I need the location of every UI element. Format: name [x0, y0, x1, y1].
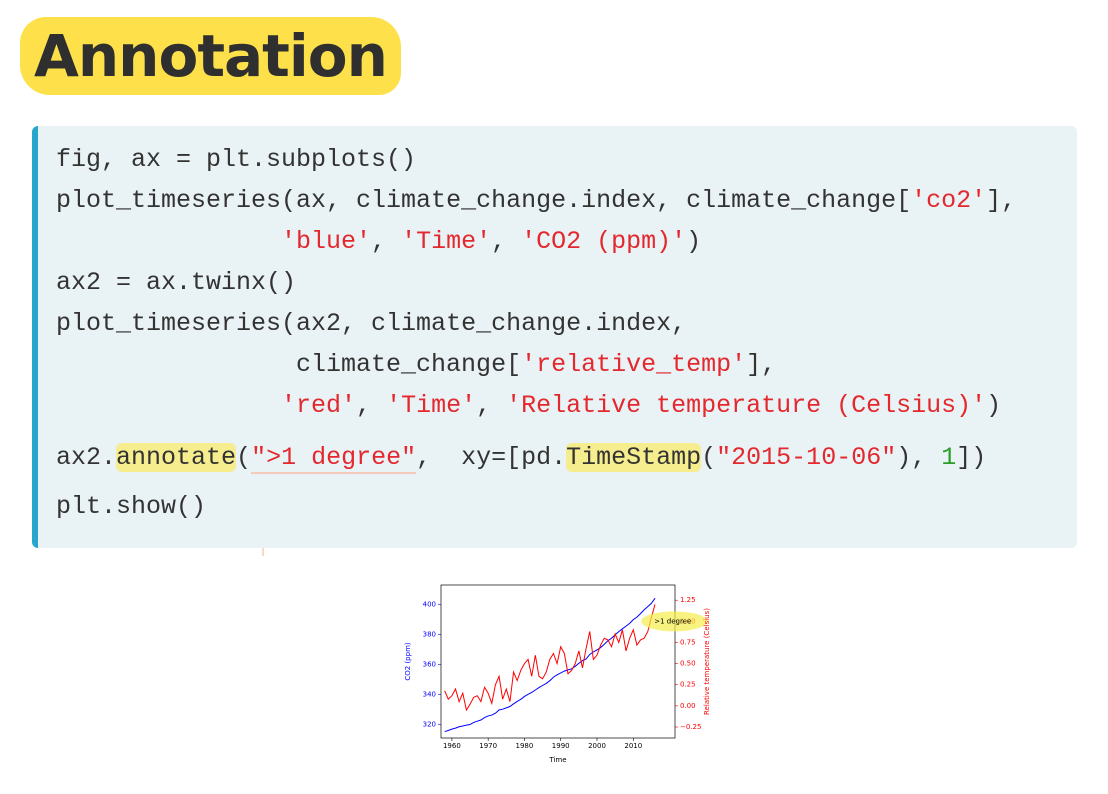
code-line: plot_timeseries(ax, climate_change.index… [56, 180, 1067, 221]
code-token: 1 [941, 443, 957, 472]
x-tick-label: 2000 [588, 742, 606, 750]
y2-axis-label: Relative temperature (Celsius) [703, 608, 711, 715]
x-tick-label: 2010 [624, 742, 642, 750]
code-token: ax2. [56, 443, 117, 472]
code-token: 'CO2 (ppm)' [521, 227, 687, 256]
code-token: annotate [116, 443, 237, 472]
code-token: ]) [956, 443, 987, 472]
code-line: ax2.annotate(">1 degree", xy=[pd.TimeSta… [56, 437, 1067, 478]
code-token: TimeStamp [566, 443, 702, 472]
code-token: 'Time' [401, 227, 492, 256]
y2-tick-label: 0.50 [680, 660, 696, 668]
code-line: climate_change['relative_temp'], [56, 344, 1067, 385]
annotation: >1 degree [654, 617, 691, 625]
code-token: 'blue' [281, 227, 372, 256]
code-token: , [356, 391, 387, 420]
slide-title: Annotation [20, 17, 401, 95]
code-token: ax2 = ax.twinx() [56, 268, 297, 297]
code-token: 'co2' [911, 186, 987, 215]
code-token: ( [701, 443, 717, 472]
code-token: , [371, 227, 402, 256]
y-tick-label: 320 [423, 721, 436, 729]
code-token: plot_timeseries(ax2, climate_change.inde… [56, 309, 687, 338]
y2-tick-label: 1.25 [680, 596, 696, 604]
y2-tick-label: 0.00 [680, 702, 696, 710]
code-token: , xy=[pd. [416, 443, 567, 472]
code-token: ], [746, 350, 777, 379]
code-token: ], [986, 186, 1017, 215]
code-token: plot_timeseries(ax, climate_change.index… [56, 186, 912, 215]
series-line [444, 604, 656, 712]
decoration [262, 548, 264, 556]
code-token: ( [236, 443, 252, 472]
y-tick-label: 340 [423, 691, 436, 699]
y2-tick-label: −0.25 [680, 723, 701, 731]
code-token: 'Relative temperature (Celsius)' [506, 391, 987, 420]
code-token: ) [686, 227, 702, 256]
series-line [444, 597, 656, 733]
y-axis-label: CO2 (ppm) [404, 642, 412, 681]
x-tick-label: 1970 [479, 742, 497, 750]
code-token: climate_change[ [296, 350, 522, 379]
code-line: 'red', 'Time', 'Relative temperature (Ce… [56, 385, 1067, 426]
code-token: plt.show() [56, 492, 207, 521]
y2-tick-label: 0.75 [680, 638, 696, 646]
code-line: ax2 = ax.twinx() [56, 262, 1067, 303]
x-tick-label: 1990 [552, 742, 570, 750]
code-token: 'red' [281, 391, 357, 420]
code-line: plot_timeseries(ax2, climate_change.inde… [56, 303, 1067, 344]
code-block: fig, ax = plt.subplots() plot_timeseries… [32, 126, 1077, 548]
code-token: 'Time' [386, 391, 477, 420]
code-token: "2015-10-06" [716, 443, 897, 472]
code-token: ) [986, 391, 1002, 420]
annotation-highlight [641, 611, 708, 632]
x-tick-label: 1980 [516, 742, 534, 750]
y2-tick-label: 0.25 [680, 681, 696, 689]
code-token: , [491, 227, 522, 256]
code-token: ">1 degree" [251, 443, 417, 474]
x-axis-label: Time [548, 756, 566, 764]
code-token: , [476, 391, 507, 420]
plot-frame [440, 584, 676, 739]
code-line: 'blue', 'Time', 'CO2 (ppm)') [56, 221, 1067, 262]
y-tick-label: 360 [423, 661, 436, 669]
x-tick-label: 1960 [443, 742, 461, 750]
code-token: ), [896, 443, 942, 472]
y-tick-label: 400 [423, 601, 436, 609]
code-token: 'relative_temp' [521, 350, 747, 379]
y-tick-label: 380 [423, 631, 436, 639]
code-token: fig, ax = plt.subplots() [56, 145, 417, 174]
code-line: fig, ax = plt.subplots() [56, 139, 1067, 180]
code-line: plt.show() [56, 486, 1067, 527]
